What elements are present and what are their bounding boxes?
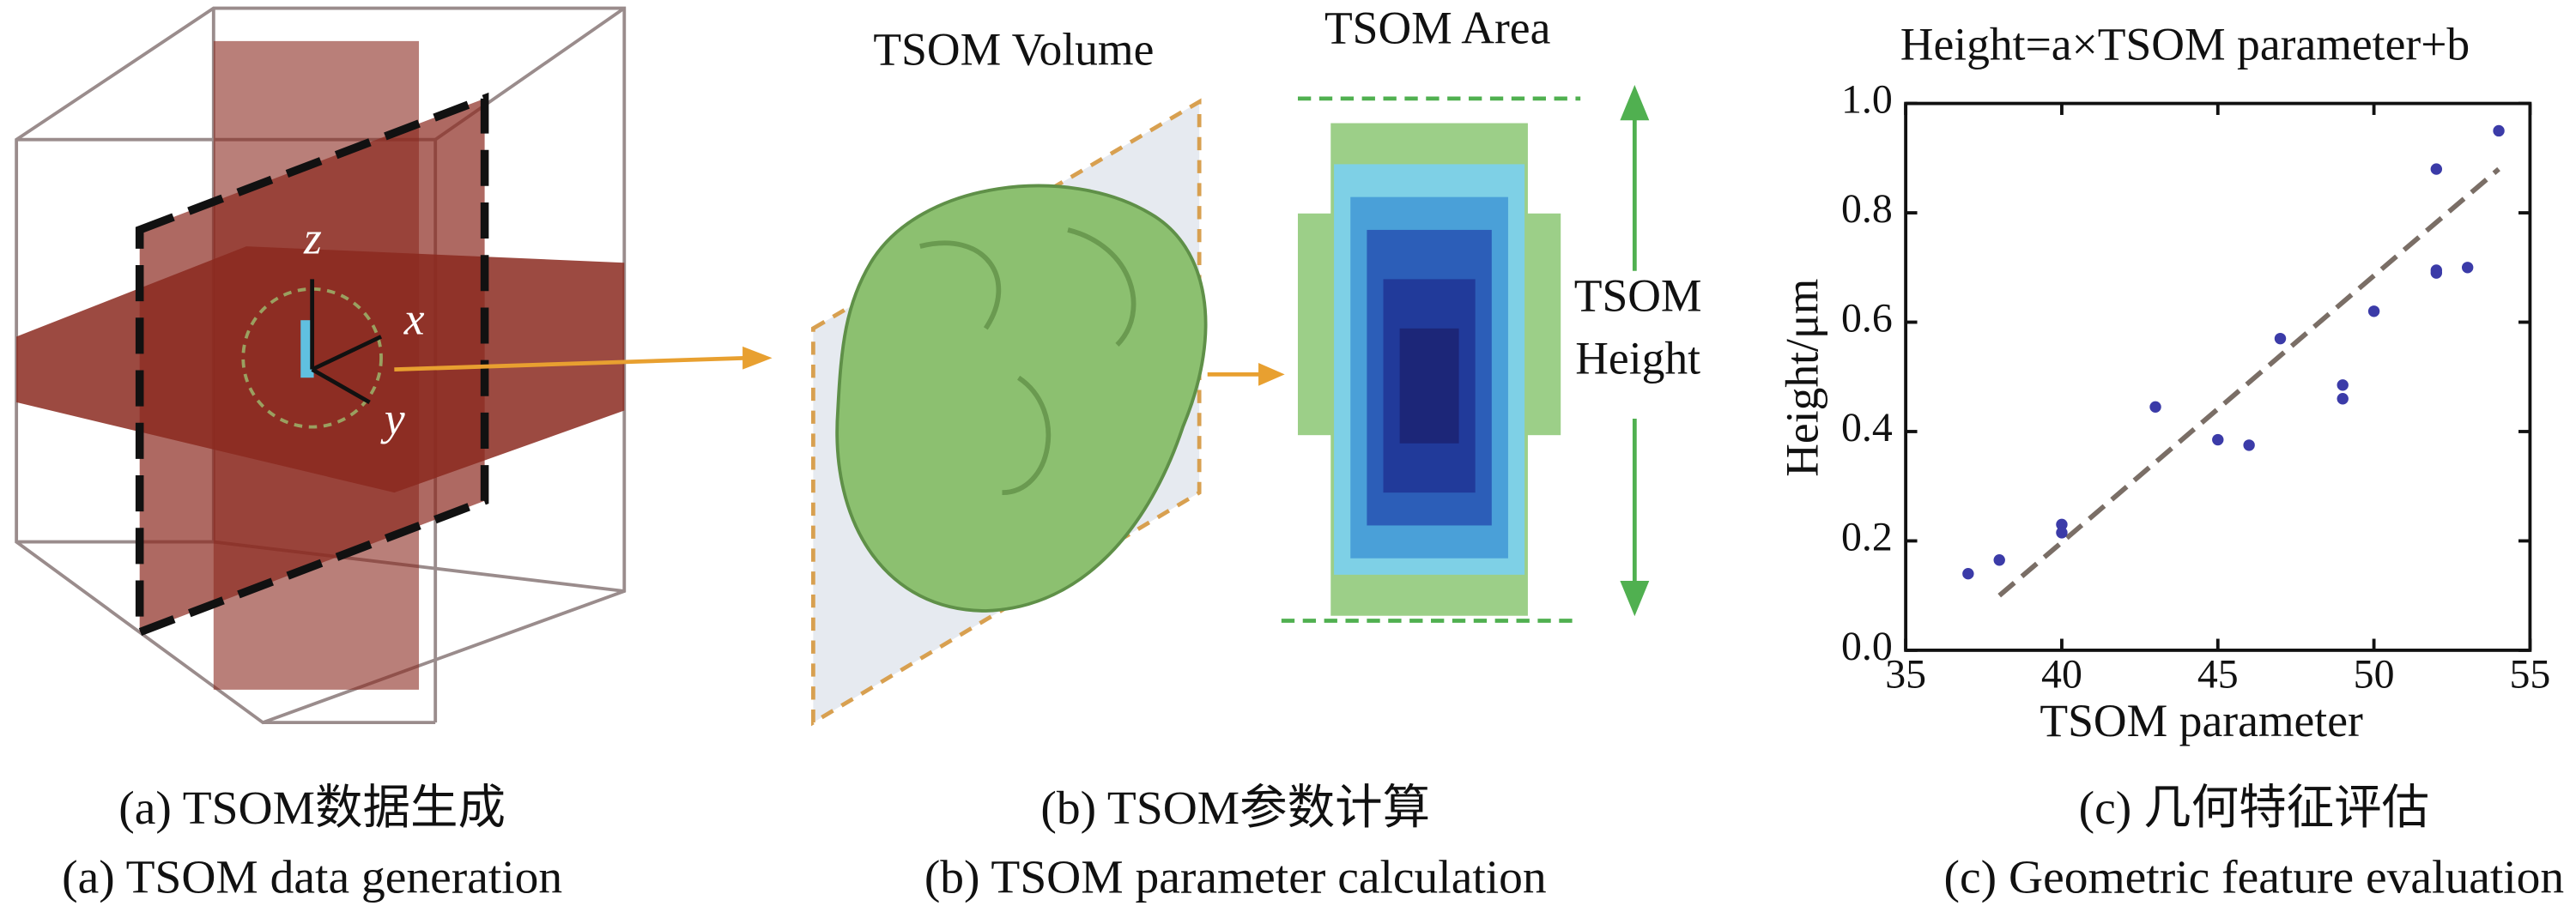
x-tick-label: 55	[2509, 651, 2550, 697]
point	[2212, 433, 2224, 446]
y-axis-label: Height/μm	[1777, 279, 1828, 477]
caption: (b) TSOM parameter calculation	[924, 852, 1547, 904]
caption: (c) 几何特征评估	[2079, 782, 2429, 835]
y-tick-label: 0.2	[1841, 514, 1893, 559]
axes-arrows	[310, 279, 383, 404]
x-axis-label: TSOM parameter	[2040, 695, 2363, 746]
caption: (a) TSOM数据生成	[118, 782, 506, 835]
tsom-volume	[835, 184, 1208, 613]
label: TSOM Volume	[873, 23, 1154, 75]
y-tick-label: 0.8	[1841, 186, 1893, 232]
bound-lines	[1281, 96, 1581, 623]
arrow	[394, 355, 748, 372]
x-tick-label: 50	[2354, 651, 2395, 697]
y-tick-label: 0.6	[1841, 296, 1893, 341]
caption: (b) TSOM参数计算	[1040, 782, 1430, 835]
slice-outline	[135, 92, 489, 638]
point	[2367, 305, 2380, 317]
x-tick-label: 40	[2041, 651, 2082, 697]
point	[2337, 393, 2349, 405]
caption: (c) Geometric feature evaluation	[1944, 852, 2565, 904]
point	[2243, 439, 2255, 451]
point	[2493, 124, 2505, 137]
y-tick-label: 0.4	[1841, 405, 1893, 450]
fit-line	[1997, 166, 2500, 598]
point	[2337, 379, 2349, 391]
point	[1993, 554, 2005, 566]
arrow-head	[1258, 362, 1285, 386]
x-tick-label: 45	[2197, 651, 2239, 697]
volume-texture	[919, 227, 1136, 496]
y-tick-label: 1.0	[1841, 77, 1893, 123]
point	[2430, 264, 2443, 276]
y-tick-label: 0.0	[1841, 624, 1893, 669]
chart-title: Height=a×TSOM parameter+b	[1900, 19, 2470, 70]
caption: (a) TSOM data generation	[62, 852, 562, 904]
height-arrow	[1620, 84, 1650, 617]
tsom-area	[1297, 123, 1561, 616]
arrow-head	[742, 346, 773, 370]
scatter-chart: Height=a×TSOM parameter+b TSOM parameter…	[1777, 19, 2551, 747]
point	[2056, 518, 2068, 531]
axis-letter: x	[403, 293, 425, 344]
label: Height	[1575, 332, 1700, 384]
axis-letter: z	[303, 213, 322, 264]
panel-b: TSOM Volume TSOM Area TSOM Height	[810, 3, 1702, 727]
plot-frame	[1904, 101, 2532, 652]
label: TSOM Area	[1324, 3, 1551, 54]
label: TSOM	[1574, 270, 1702, 322]
point	[2056, 527, 2068, 539]
x-tick-label: 35	[1885, 651, 1926, 697]
panel-a: z x y	[15, 6, 773, 725]
point	[2274, 332, 2287, 345]
focus-circle	[241, 287, 383, 429]
axis-letter: y	[380, 393, 405, 444]
point	[1962, 567, 1974, 580]
point	[2430, 163, 2443, 175]
point	[2461, 262, 2474, 274]
point	[2149, 401, 2161, 414]
